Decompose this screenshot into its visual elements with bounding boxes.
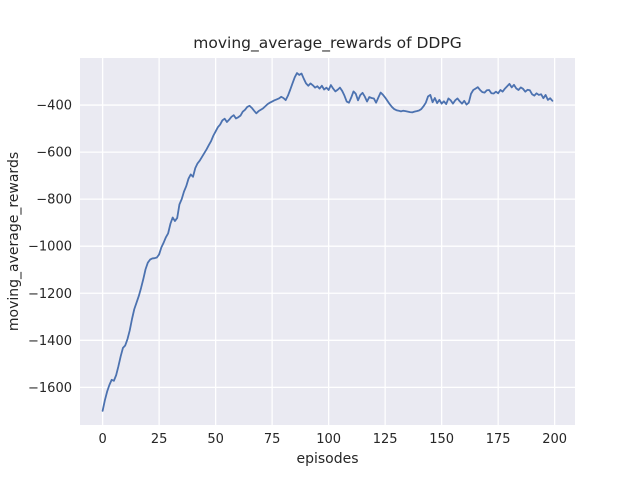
y-tick-label: −800 [36,193,72,208]
x-tick-label: 50 [207,432,224,447]
x-tick-label: 125 [373,432,398,447]
chart-title: moving_average_rewards of DDPG [193,34,461,53]
y-tick-label: −1200 [28,287,72,302]
x-tick-label: 0 [98,432,106,447]
plot-area [80,58,575,425]
x-tick-label: 150 [429,432,454,447]
x-tick-label: 100 [316,432,341,447]
y-tick-label: −1000 [28,240,72,255]
x-tick-label: 175 [486,432,511,447]
x-axis-label: episodes [296,451,358,467]
x-tick-label: 200 [542,432,567,447]
x-tick-label: 25 [151,432,168,447]
y-tick-label: −400 [36,99,72,114]
x-tick-labels: 0 25 50 75 100 125 150 175 200 [98,432,567,447]
y-tick-labels: −400 −600 −800 −1000 −1200 −1400 −1600 [28,99,72,396]
y-tick-label: −1400 [28,334,72,349]
y-tick-label: −1600 [28,381,72,396]
y-tick-label: −600 [36,146,72,161]
x-tick-label: 75 [264,432,281,447]
gridlines [80,58,575,425]
data-line [101,72,554,412]
y-axis-label: moving_average_rewards [6,152,22,331]
